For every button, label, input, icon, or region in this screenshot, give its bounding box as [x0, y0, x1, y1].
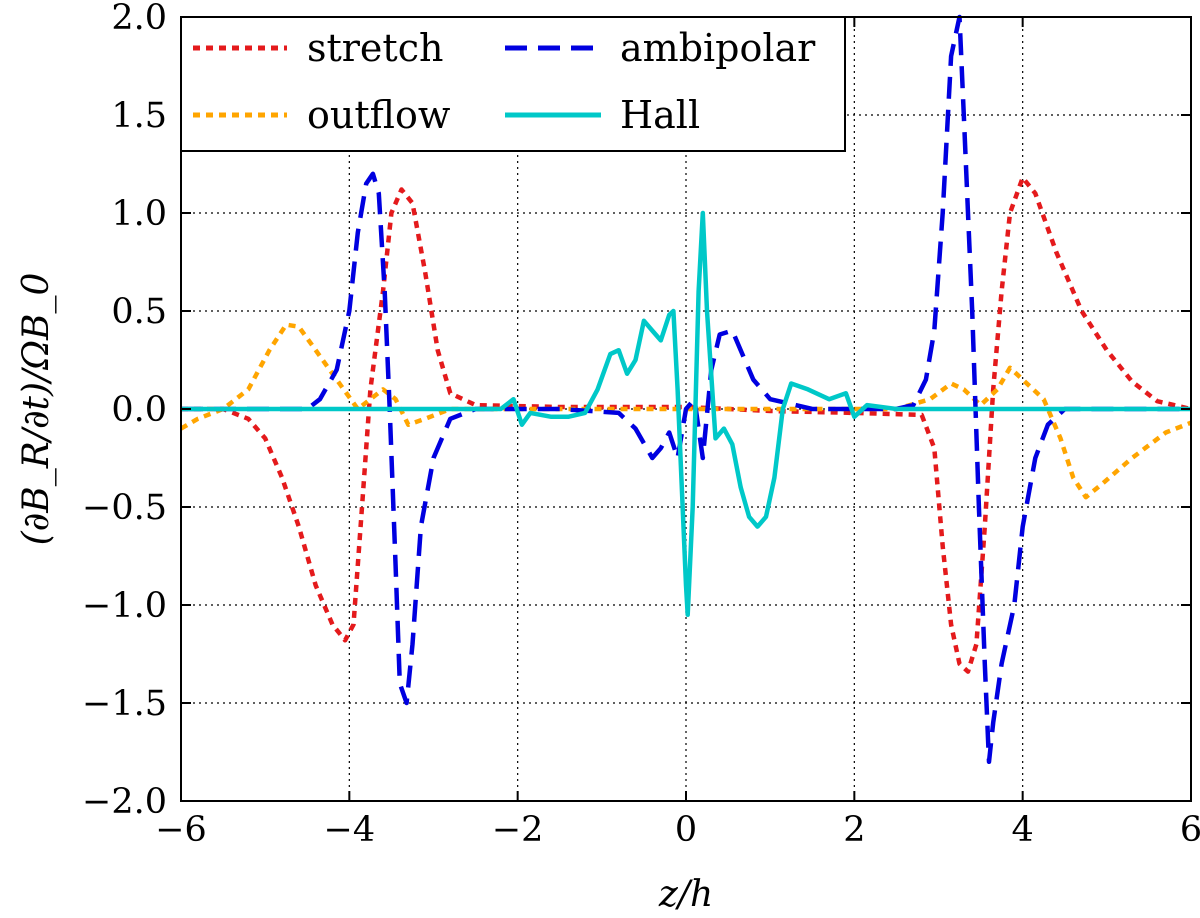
legend: stretch outflow ambipolar Hall — [180, 16, 846, 152]
series-line-hall — [181, 210, 1191, 618]
x-tick-label: 4 — [1012, 810, 1034, 850]
series-line-ambipolar — [181, 14, 1191, 765]
y-tick-label: −1.0 — [82, 586, 167, 626]
y-tick-label: 0.0 — [111, 390, 167, 430]
legend-label-outflow: outflow — [307, 93, 451, 137]
x-tick-label: 6 — [1180, 810, 1200, 850]
y-tick-label: 2.0 — [111, 0, 167, 38]
x-tick-label: −2 — [492, 810, 544, 850]
y-tick-label: 0.5 — [111, 292, 167, 332]
x-axis-label: z/h — [658, 874, 713, 915]
y-axis-label: (∂B_R/∂t)/ΩB_0 — [16, 273, 57, 546]
y-tick-label: 1.5 — [111, 96, 167, 136]
legend-box — [180, 16, 846, 152]
y-tick-label: −1.5 — [82, 684, 167, 724]
legend-label-ambipolar: ambipolar — [620, 26, 816, 70]
x-tick-label: 0 — [675, 810, 697, 850]
legend-label-stretch: stretch — [307, 26, 443, 70]
x-tick-label: −6 — [155, 810, 207, 850]
x-tick-label: −4 — [324, 810, 376, 850]
x-tick-label: 2 — [843, 810, 865, 850]
y-tick-label: −2.0 — [82, 782, 167, 822]
y-tick-label: −0.5 — [82, 488, 167, 528]
series-group — [179, 14, 1192, 765]
tick-labels: −6 −4 −2 0 2 4 6 −2.0 −1.5 −1.0 −0.5 0.0 0.5 1.0 1.5 2.… — [82, 0, 1200, 850]
legend-label-hall: Hall — [620, 93, 700, 137]
y-tick-label: 1.0 — [111, 194, 167, 234]
